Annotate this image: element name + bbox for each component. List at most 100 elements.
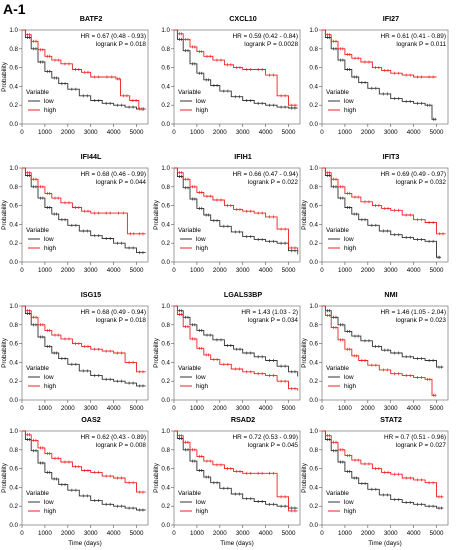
censor-marks-high: [27, 171, 144, 236]
survival-curve-high: [22, 305, 146, 373]
y-tick-label: 1.0: [309, 428, 318, 435]
x-tick-label: 3000: [236, 267, 250, 274]
legend-label-high: high: [344, 508, 357, 515]
x-tick-label: 3000: [236, 405, 250, 412]
y-tick-label: 0.6: [309, 341, 318, 348]
plot-frame: [173, 29, 301, 125]
x-tick-label: 2000: [61, 129, 75, 136]
x-tick-label: 5000: [130, 129, 144, 136]
legend-title: Variable: [178, 490, 201, 497]
logrank-p-text: logrank P = 0.023: [396, 317, 447, 324]
legend-label-high: high: [196, 508, 209, 515]
x-tick-label: 2000: [361, 129, 375, 136]
km-panel: STAT2 HR = 0.7 (0.51 - 0.96)logrank P = 0…: [301, 415, 449, 547]
x-tick-label: 5000: [130, 405, 144, 412]
y-tick-label: 0.0: [161, 259, 170, 266]
y-tick-label: 0.0: [9, 259, 18, 266]
legend-title: Variable: [26, 89, 49, 96]
x-tick-label: 3000: [84, 267, 98, 274]
y-tick-label: 0.4: [309, 83, 318, 90]
logrank-p-text: logrank P = 0.032: [396, 179, 447, 186]
hazard-ratio-text: HR = 0.62 (0.43 - 0.89): [80, 434, 146, 441]
y-tick-label: 0.0: [309, 259, 318, 266]
survival-curve-low: [322, 167, 442, 258]
y-tick-label: 0.0: [161, 397, 170, 404]
censor-marks-high: [179, 434, 296, 513]
y-tick-label: 0.8: [161, 184, 170, 191]
censor-marks-low: [327, 437, 442, 510]
y-tick-label: 0.4: [161, 221, 170, 228]
x-tick-label: 3000: [384, 129, 398, 136]
x-tick-label: 2000: [61, 267, 75, 274]
logrank-p-text: logrank P = 0.0028: [244, 41, 298, 48]
panel-title: IFIH1: [234, 152, 252, 161]
x-tick-label: 1000: [190, 405, 204, 412]
x-tick-label: 4000: [259, 405, 273, 412]
hazard-ratio-text: HR = 0.69 (0.49 - 0.97): [380, 171, 446, 178]
panel-title: RSAD2: [231, 415, 255, 424]
plot-frame: [21, 167, 149, 263]
y-tick-label: 0.6: [309, 466, 318, 473]
y-tick-label: 1.0: [161, 165, 170, 172]
x-tick-label: 4000: [107, 267, 121, 274]
x-tick-label: 1000: [38, 267, 52, 274]
y-axis-label: Probability: [301, 199, 308, 230]
logrank-p-text: logrank P = 0.034: [248, 317, 299, 324]
x-tick-label: 0: [320, 530, 324, 537]
panel-title: ISG15: [81, 290, 101, 299]
x-tick-label: 0: [20, 405, 24, 412]
figure-label: A-1: [3, 1, 26, 17]
x-tick-label: 2000: [61, 530, 75, 537]
y-tick-label: 0.2: [161, 102, 170, 109]
censor-marks-low: [179, 309, 296, 374]
y-tick-label: 0.6: [161, 203, 170, 210]
plot-frame: [321, 29, 449, 125]
y-tick-label: 1.0: [161, 303, 170, 310]
y-tick-label: 1.0: [309, 27, 318, 34]
survival-curve-high: [322, 167, 446, 235]
x-tick-label: 5000: [282, 129, 296, 136]
km-panel: NMI HR = 1.46 (1.05 - 2.04)logrank P = 0.…: [301, 290, 449, 412]
logrank-p-text: logrank P = 0.018: [96, 317, 147, 324]
y-tick-label: 0.2: [161, 240, 170, 247]
y-tick-label: 0.4: [309, 359, 318, 366]
legend-label-low: low: [196, 374, 206, 381]
y-tick-label: 0.8: [161, 322, 170, 329]
logrank-p-text: logrank P = 0.011: [396, 41, 446, 48]
legend-title: Variable: [178, 365, 201, 372]
x-tick-label: 1000: [338, 530, 352, 537]
legend-label-low: low: [344, 374, 354, 381]
y-tick-label: 0.8: [9, 184, 18, 191]
y-tick-label: 0.6: [9, 341, 18, 348]
hazard-ratio-text: HR = 0.59 (0.42 - 0.84): [232, 33, 298, 40]
y-axis-label: Probability: [153, 337, 160, 368]
km-panel: RSAD2 HR = 0.72 (0.53 - 0.99)logrank P = …: [153, 415, 301, 547]
km-panel: LGALS3BP HR = 1.43 (1.03 - 2)logrank P = …: [153, 290, 301, 412]
hazard-ratio-text: HR = 0.67 (0.48 - 0.93): [80, 33, 146, 40]
x-tick-label: 4000: [407, 405, 421, 412]
y-tick-label: 0.0: [309, 397, 318, 404]
legend-label-high: high: [344, 107, 357, 114]
x-axis-label: Time (days): [368, 540, 402, 547]
y-tick-label: 1.0: [9, 165, 18, 172]
panel-title: NMI: [384, 290, 397, 299]
censor-marks-high: [27, 309, 144, 374]
legend-title: Variable: [326, 227, 349, 234]
y-tick-label: 0.6: [161, 65, 170, 72]
logrank-p-text: logrank P = 0.027: [396, 442, 447, 449]
y-tick-label: 0.6: [9, 466, 18, 473]
y-tick-label: 0.4: [9, 484, 18, 491]
y-tick-label: 0.8: [9, 447, 18, 454]
y-tick-label: 0.6: [161, 466, 170, 473]
censor-marks-low: [27, 36, 144, 111]
censor-marks-low: [27, 174, 144, 255]
plot-frame: [173, 305, 301, 401]
y-tick-label: 0.0: [9, 522, 18, 529]
x-tick-label: 2000: [361, 405, 375, 412]
legend-title: Variable: [26, 365, 49, 372]
plot-frame: [321, 305, 449, 401]
hazard-ratio-text: HR = 0.72 (0.53 - 0.99): [232, 434, 298, 441]
x-tick-label: 3000: [236, 129, 250, 136]
x-tick-label: 5000: [430, 129, 444, 136]
